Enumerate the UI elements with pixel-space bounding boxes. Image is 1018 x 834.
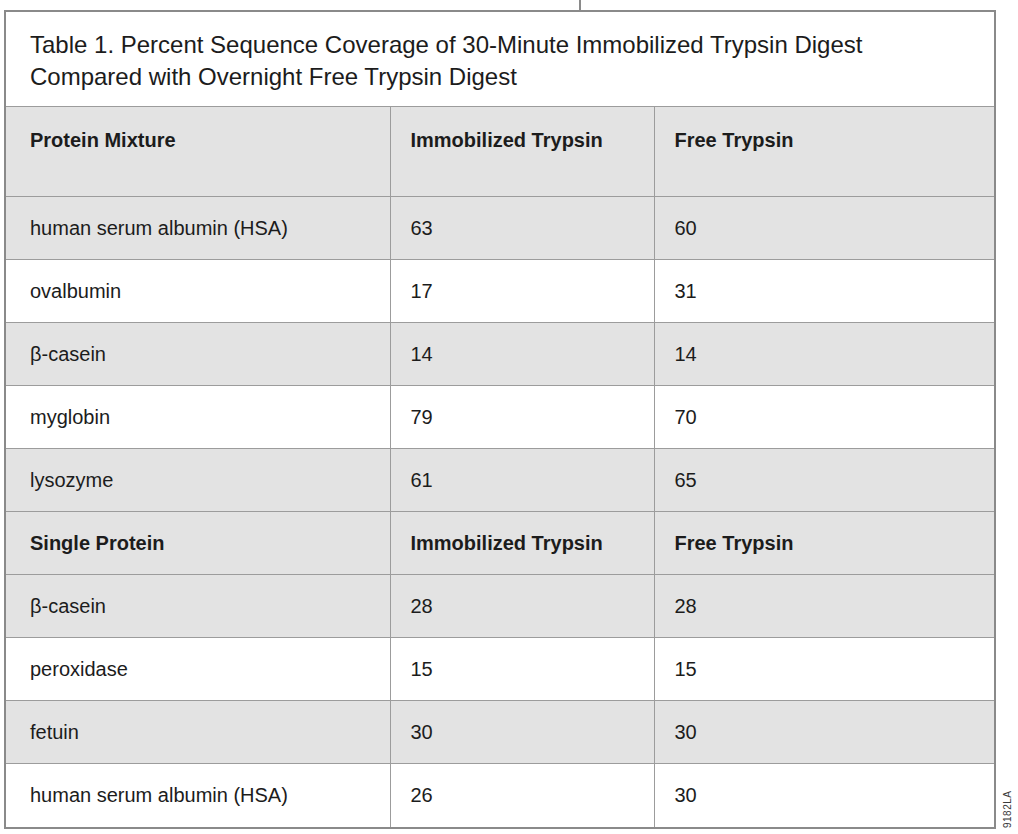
cell-immobilized-value: 17 [390, 260, 654, 323]
section-protein-mixture: Protein Mixture Immobilized Trypsin Free… [6, 107, 994, 512]
cell-immobilized-value: 15 [390, 638, 654, 701]
table-row: fetuin 30 30 [6, 701, 994, 764]
cell-immobilized-value: 30 [390, 701, 654, 764]
cell-free-value: 14 [654, 323, 994, 386]
table-row: β-casein 14 14 [6, 323, 994, 386]
cell-protein-name: β-casein [6, 575, 390, 638]
cell-protein-name: myglobin [6, 386, 390, 449]
cell-protein-name: ovalbumin [6, 260, 390, 323]
cell-immobilized-value: 61 [390, 449, 654, 512]
cell-free-value: 60 [654, 197, 994, 260]
cell-protein-name: lysozyme [6, 449, 390, 512]
cell-free-value: 28 [654, 575, 994, 638]
cell-protein-name: human serum albumin (HSA) [6, 197, 390, 260]
cell-immobilized-value: 28 [390, 575, 654, 638]
table-title-line2: Compared with Overnight Free Trypsin Dig… [30, 61, 954, 93]
column-header-immobilized-trypsin: Immobilized Trypsin [390, 512, 654, 575]
table-row: human serum albumin (HSA) 26 30 [6, 764, 994, 827]
cell-free-value: 65 [654, 449, 994, 512]
cell-immobilized-value: 26 [390, 764, 654, 827]
column-header-free-trypsin: Free Trypsin [654, 107, 994, 197]
cell-protein-name: human serum albumin (HSA) [6, 764, 390, 827]
table-frame: Table 1. Percent Sequence Coverage of 30… [4, 10, 996, 829]
table-title-line1: Table 1. Percent Sequence Coverage of 30… [30, 29, 954, 61]
cell-free-value: 15 [654, 638, 994, 701]
table-row: β-casein 28 28 [6, 575, 994, 638]
column-header-immobilized-trypsin: Immobilized Trypsin [390, 107, 654, 197]
table-row: lysozyme 61 65 [6, 449, 994, 512]
cell-free-value: 31 [654, 260, 994, 323]
cell-immobilized-value: 79 [390, 386, 654, 449]
column-header-protein-mixture: Protein Mixture [6, 107, 390, 197]
cell-protein-name: β-casein [6, 323, 390, 386]
table-row: ovalbumin 17 31 [6, 260, 994, 323]
cell-free-value: 70 [654, 386, 994, 449]
table-row: peroxidase 15 15 [6, 638, 994, 701]
column-header-free-trypsin: Free Trypsin [654, 512, 994, 575]
cell-protein-name: peroxidase [6, 638, 390, 701]
figure-art-number: 9182LA [1000, 788, 1014, 828]
column-header-single-protein: Single Protein [6, 512, 390, 575]
cell-free-value: 30 [654, 701, 994, 764]
table-title: Table 1. Percent Sequence Coverage of 30… [6, 12, 994, 106]
table-row: myglobin 79 70 [6, 386, 994, 449]
section-single-protein: Single Protein Immobilized Trypsin Free … [6, 512, 994, 827]
coverage-table: Protein Mixture Immobilized Trypsin Free… [6, 106, 994, 827]
header-row-single-protein: Single Protein Immobilized Trypsin Free … [6, 512, 994, 575]
cell-free-value: 30 [654, 764, 994, 827]
cell-protein-name: fetuin [6, 701, 390, 764]
cell-immobilized-value: 63 [390, 197, 654, 260]
header-row-protein-mixture: Protein Mixture Immobilized Trypsin Free… [6, 107, 994, 197]
cell-immobilized-value: 14 [390, 323, 654, 386]
table-row: human serum albumin (HSA) 63 60 [6, 197, 994, 260]
